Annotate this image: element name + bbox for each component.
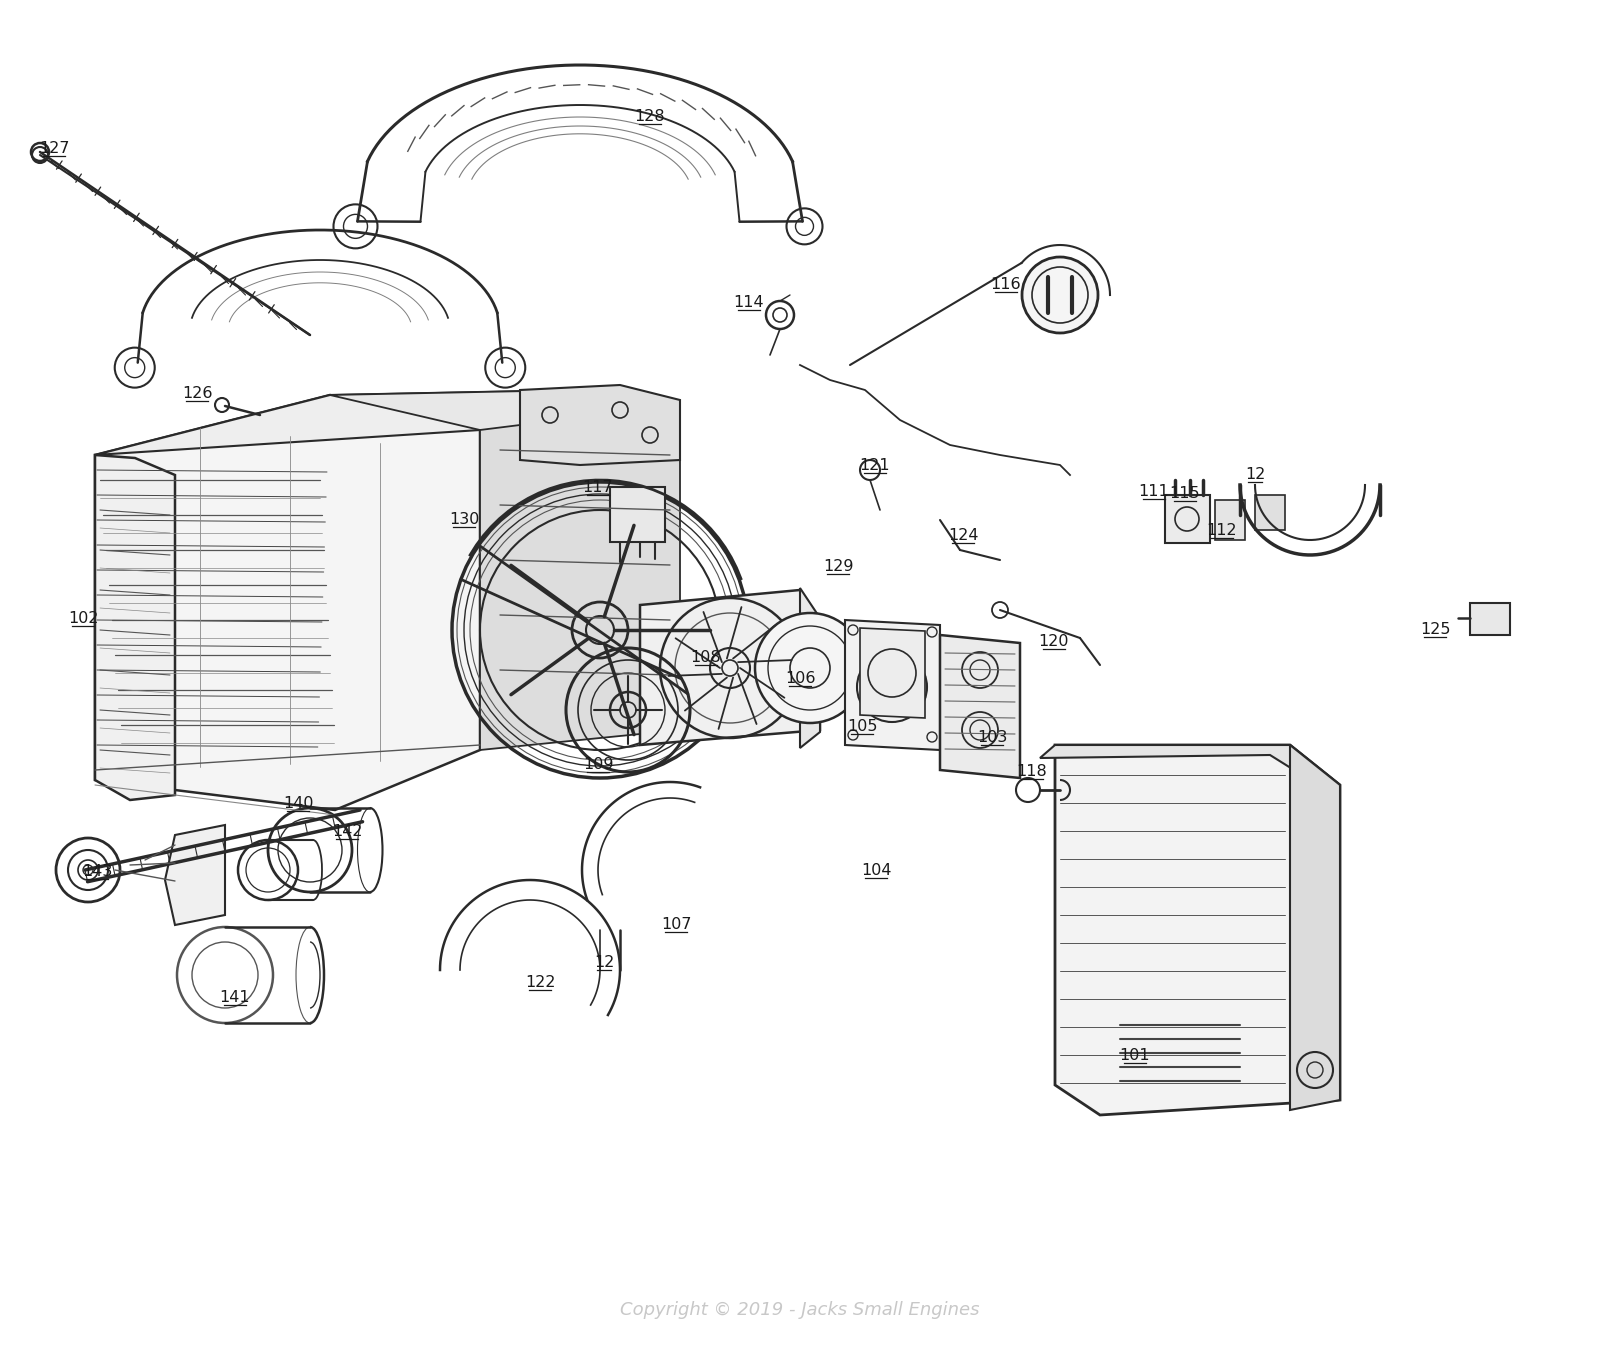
- Polygon shape: [941, 635, 1021, 778]
- Polygon shape: [165, 825, 226, 925]
- Text: 116: 116: [990, 277, 1021, 292]
- Text: 117: 117: [582, 480, 613, 495]
- Text: 107: 107: [661, 916, 691, 931]
- Text: 130: 130: [450, 511, 478, 526]
- Polygon shape: [1054, 746, 1341, 1115]
- Polygon shape: [610, 487, 666, 542]
- Text: 121: 121: [859, 458, 890, 473]
- Polygon shape: [1165, 495, 1210, 542]
- Polygon shape: [480, 405, 680, 750]
- Text: 106: 106: [784, 671, 816, 686]
- Polygon shape: [800, 587, 821, 748]
- Polygon shape: [1254, 495, 1285, 530]
- Text: 122: 122: [525, 975, 555, 990]
- Text: 118: 118: [1016, 763, 1048, 778]
- Text: 12: 12: [1245, 466, 1266, 481]
- Polygon shape: [94, 395, 480, 810]
- Polygon shape: [520, 384, 680, 465]
- Polygon shape: [640, 590, 821, 746]
- Circle shape: [755, 613, 866, 722]
- Polygon shape: [845, 620, 941, 750]
- Text: 142: 142: [331, 823, 362, 838]
- Text: 112: 112: [1206, 522, 1237, 537]
- Polygon shape: [861, 628, 925, 718]
- Text: 109: 109: [582, 756, 613, 771]
- Text: 140: 140: [283, 796, 314, 811]
- Polygon shape: [94, 390, 581, 455]
- Text: 129: 129: [822, 559, 853, 574]
- Polygon shape: [330, 390, 680, 429]
- Text: 111: 111: [1139, 484, 1170, 499]
- Text: 125: 125: [1419, 622, 1450, 637]
- Text: 114: 114: [734, 294, 765, 309]
- Polygon shape: [1214, 500, 1245, 540]
- Text: 128: 128: [635, 109, 666, 124]
- Text: 108: 108: [691, 650, 722, 665]
- Text: 126: 126: [182, 386, 213, 401]
- Text: 103: 103: [978, 729, 1006, 744]
- Text: 102: 102: [67, 611, 98, 626]
- Text: 104: 104: [861, 863, 891, 878]
- Text: 143: 143: [82, 864, 112, 879]
- Circle shape: [1022, 258, 1098, 333]
- Polygon shape: [94, 455, 174, 800]
- Text: Copyright © 2019 - Jacks Small Engines: Copyright © 2019 - Jacks Small Engines: [621, 1302, 979, 1319]
- Text: 124: 124: [947, 527, 978, 542]
- Polygon shape: [1470, 602, 1510, 635]
- Text: 101: 101: [1120, 1048, 1150, 1063]
- Polygon shape: [1290, 746, 1341, 1109]
- Text: 115: 115: [1170, 485, 1200, 500]
- Polygon shape: [1040, 746, 1341, 785]
- Text: 105: 105: [846, 718, 877, 733]
- Text: 141: 141: [219, 990, 250, 1005]
- Text: 12: 12: [594, 954, 614, 969]
- Text: 120: 120: [1038, 634, 1069, 649]
- Text: 127: 127: [38, 140, 69, 155]
